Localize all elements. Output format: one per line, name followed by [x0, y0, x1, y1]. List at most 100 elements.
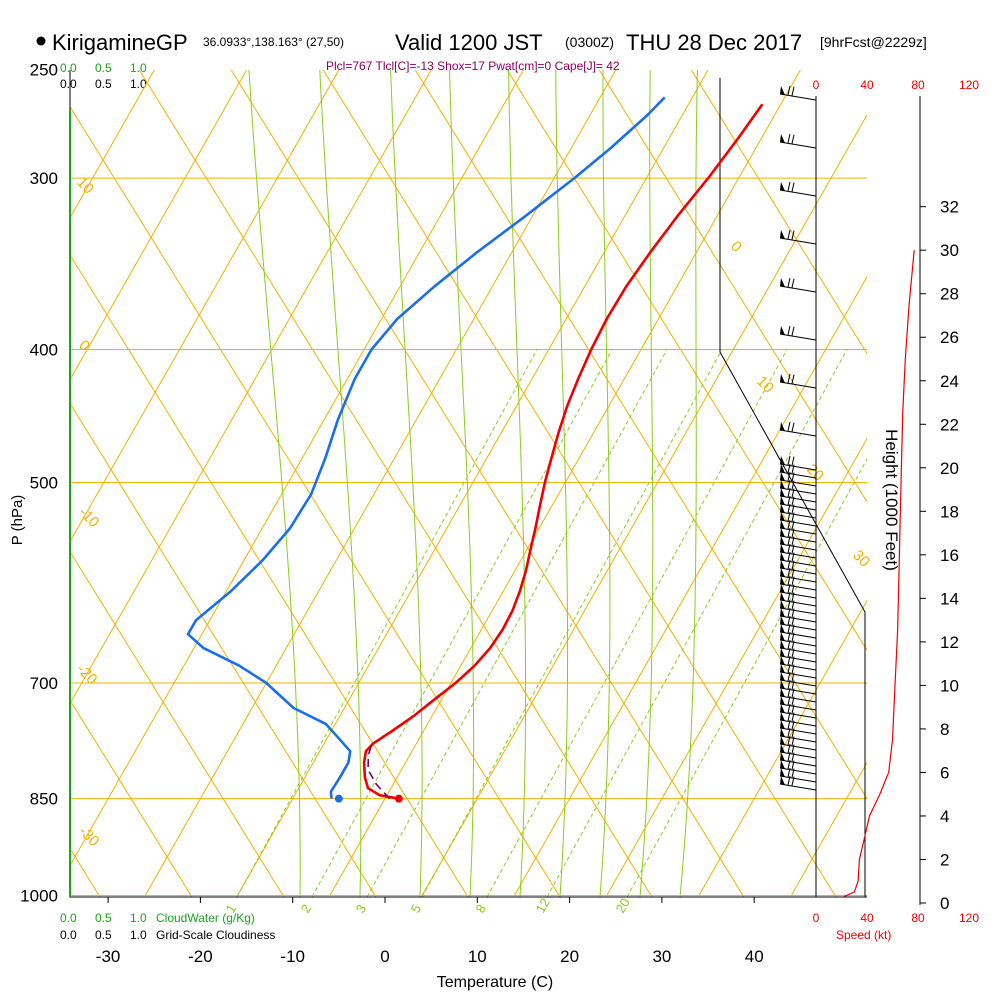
wind-barb-flag — [780, 592, 785, 601]
wind-barb-tick — [787, 535, 791, 546]
wind-barb-flag — [780, 422, 785, 431]
wind-barb-flag — [780, 768, 785, 777]
wind-barb-tick — [791, 488, 795, 498]
wind-barb-staff — [779, 727, 817, 735]
wind-barb-tick — [791, 608, 795, 618]
height-tick-label: 10 — [940, 676, 959, 695]
wind-speed-profile — [843, 250, 915, 898]
cloudiness-tick: 0.0 — [60, 77, 77, 91]
wind-barb-staff — [779, 535, 817, 543]
wind-barb-staff — [779, 495, 817, 503]
wind-barb-flag — [780, 624, 785, 633]
isotherm-label: 20 — [803, 461, 827, 485]
wind-barb-flag — [780, 480, 785, 489]
wind-barb-tick — [787, 591, 791, 602]
wind-barb-tick — [791, 600, 795, 610]
wind-barb-tick — [787, 743, 791, 754]
dry-adiabat-line — [138, 70, 653, 897]
wind-barb-staff — [779, 93, 817, 101]
mixing-ratio-label: 20 — [613, 895, 633, 915]
cloudwater-label: CloudWater (g/Kg) — [156, 911, 255, 925]
wind-barb-flag — [780, 504, 785, 513]
wind-barb-staff — [779, 511, 817, 519]
wind-barb-tick — [787, 559, 791, 570]
mixing-ratio-line — [311, 349, 613, 897]
forecast-info: [9hrFcst@2229z] — [820, 34, 927, 50]
wind-barb-flag — [780, 776, 785, 785]
moist-adiabat-line — [555, 70, 569, 897]
pressure-tick-label: 1000 — [20, 887, 58, 906]
wind-barb-tick — [787, 719, 791, 730]
isotherm-label: 30 — [849, 547, 873, 571]
moist-adiabat-line — [248, 70, 301, 897]
wind-barb-tick — [787, 647, 791, 658]
wind-barb-tick — [787, 503, 791, 514]
mixing-ratio-line — [366, 349, 668, 897]
speed-tick: 0 — [813, 78, 820, 92]
wind-barb-tick — [787, 583, 791, 594]
wind-barb-tick — [787, 479, 791, 490]
dewpoint-line — [186, 96, 666, 799]
wind-barb-tick — [787, 567, 791, 578]
pressure-tick-label: 300 — [30, 169, 58, 188]
height-tick-label: 18 — [940, 502, 959, 521]
wind-barb-flag — [780, 608, 785, 617]
wind-barb-tick — [791, 648, 795, 658]
wind-barb-tick — [791, 728, 795, 738]
wind-barb-staff — [779, 575, 817, 583]
mixing-ratio-line — [236, 349, 538, 897]
speed-tick: 40 — [860, 78, 874, 92]
wind-barb-tick — [787, 551, 791, 562]
wind-barb-staff — [779, 711, 817, 719]
wind-barb-staff — [779, 719, 817, 727]
wind-barb-flag — [780, 632, 785, 641]
height-tick-label: 32 — [940, 198, 959, 217]
isotherm-line — [70, 70, 432, 705]
wind-barb-flag — [780, 712, 785, 721]
wind-barb-tick — [791, 456, 795, 466]
wind-barb-tick — [791, 688, 795, 698]
wind-barb-tick — [791, 672, 795, 682]
wind-barb-staff — [779, 591, 817, 599]
height-tick-label: 2 — [940, 850, 949, 869]
surface-dewpoint-marker — [334, 794, 343, 803]
height-tick-label: 16 — [940, 546, 959, 565]
height-tick-label: 30 — [940, 241, 959, 260]
wind-barb-flag — [780, 528, 785, 537]
wind-barb-flag — [780, 464, 785, 473]
wind-barb-staff — [779, 663, 817, 671]
height-tick-label: 28 — [940, 285, 959, 304]
wind-barb-tick — [787, 181, 791, 192]
height-tick-label: 12 — [940, 633, 959, 652]
wind-barb-staff — [779, 189, 817, 197]
wind-barb-staff — [779, 695, 817, 703]
wind-barb-flag — [780, 760, 785, 769]
chart-border — [69, 70, 867, 898]
wind-barb-staff — [779, 519, 817, 527]
wind-barb-tick — [787, 639, 791, 650]
wind-barb-tick — [787, 615, 791, 626]
wind-barb-staff — [779, 463, 817, 471]
temperature-tick-label: -30 — [96, 947, 121, 966]
station-bullet-icon — [36, 36, 46, 46]
wind-barb-tick — [791, 640, 795, 650]
cloudiness-tick: 0.5 — [95, 928, 112, 942]
wind-barb-flag — [780, 520, 785, 529]
dry-adiabat-line — [70, 699, 193, 897]
wind-barb-staff — [779, 583, 817, 591]
wind-barb-tick — [791, 776, 795, 786]
cloudwater-tick: 0.5 — [95, 911, 112, 925]
wind-barb-tick — [791, 544, 795, 554]
moist-adiabat-line — [319, 70, 362, 897]
wind-barb-flag — [780, 544, 785, 553]
station-coords: 36.0933°,138.163° (27,50) — [203, 35, 344, 49]
wind-barb-staff — [779, 623, 817, 631]
wind-barb-flag — [780, 374, 785, 383]
cloudiness-label: Grid-Scale Cloudiness — [156, 928, 275, 942]
wind-barb-tick — [791, 624, 795, 634]
cloudiness-tick: 1.0 — [130, 77, 147, 91]
dry-adiabat-line — [690, 70, 867, 355]
stability-indices: Plcl=767 Tlcl[C]=-13 Shox=17 Pwat[cm]=0 … — [326, 59, 620, 73]
